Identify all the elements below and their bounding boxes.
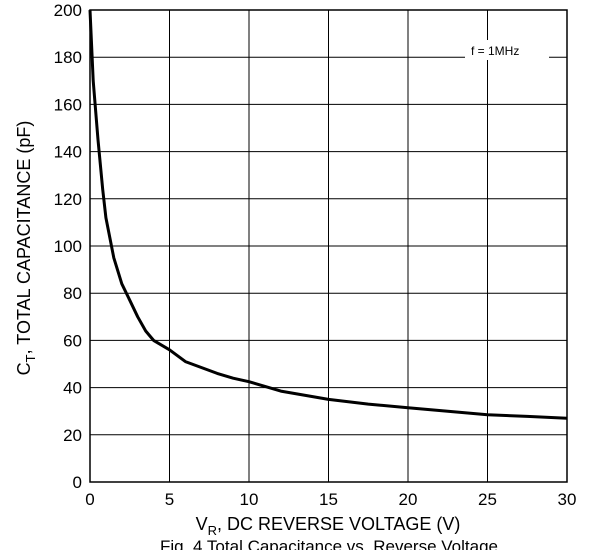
grid-lines bbox=[90, 10, 567, 482]
y-tick-label: 200 bbox=[54, 1, 82, 20]
y-tick-label: 100 bbox=[54, 237, 82, 256]
y-tick-label: 140 bbox=[54, 143, 82, 162]
annotation-background bbox=[465, 40, 549, 60]
series-line bbox=[88, 9, 568, 420]
y-tick-label: 180 bbox=[54, 48, 82, 67]
x-tick-labels: 0 5 10 15 20 25 30 bbox=[85, 490, 576, 509]
y-tick-labels: 0 20 40 60 80 100 120 140 160 180 200 bbox=[54, 1, 82, 492]
y-tick-label: 120 bbox=[54, 190, 82, 209]
chart-caption: Fig. 4 Total Capacitance vs. Reverse Vol… bbox=[160, 537, 498, 550]
y-tick-label: 160 bbox=[54, 95, 82, 114]
y-tick-label: 20 bbox=[63, 426, 82, 445]
x-tick-label: 0 bbox=[85, 490, 94, 509]
frequency-annotation: f = 1MHz bbox=[471, 44, 519, 58]
x-tick-label: 10 bbox=[240, 490, 259, 509]
y-axis-title: CT, TOTAL CAPACITANCE (pF) bbox=[14, 121, 38, 376]
y-tick-label: 40 bbox=[63, 379, 82, 398]
x-axis-title: VR, DC REVERSE VOLTAGE (V) bbox=[196, 514, 461, 538]
x-tick-label: 30 bbox=[558, 490, 577, 509]
x-tick-label: 25 bbox=[478, 490, 497, 509]
y-tick-label: 60 bbox=[63, 331, 82, 350]
x-tick-label: 20 bbox=[399, 490, 418, 509]
x-tick-label: 15 bbox=[319, 490, 338, 509]
y-tick-label: 0 bbox=[73, 473, 82, 492]
x-tick-label: 5 bbox=[165, 490, 174, 509]
y-tick-label: 80 bbox=[63, 284, 82, 303]
